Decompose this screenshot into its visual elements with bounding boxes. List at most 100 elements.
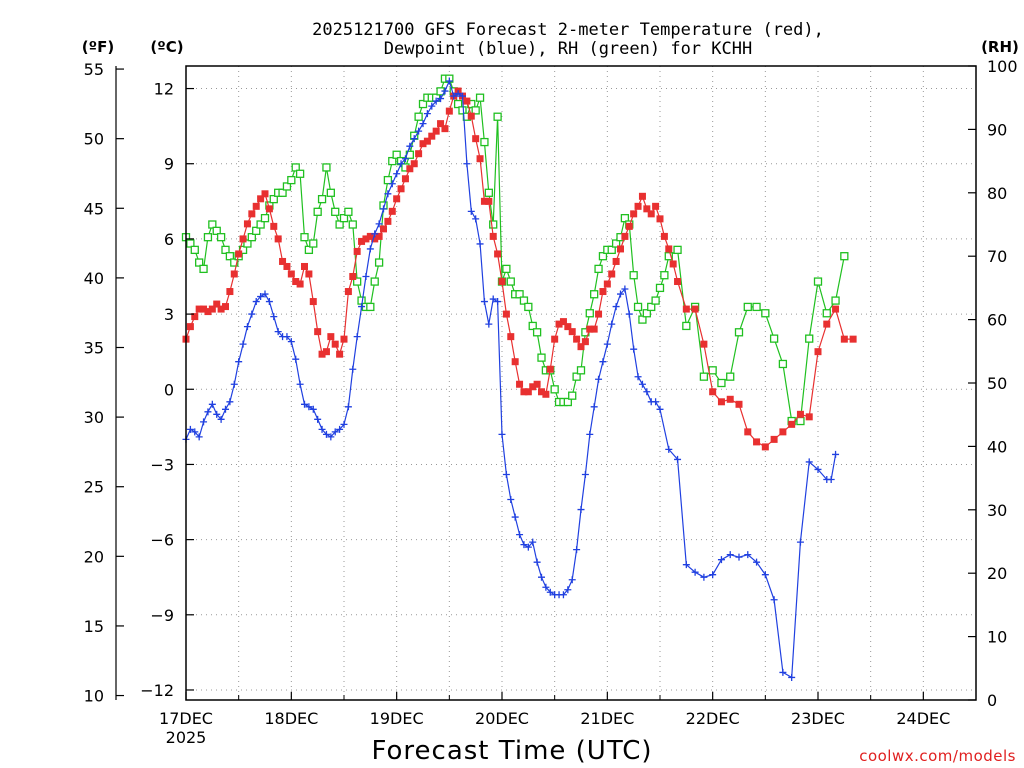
celsius-tick-label: 12	[154, 80, 174, 99]
dewpoint-point	[643, 388, 651, 396]
temperature-point	[621, 232, 629, 240]
temperature-point	[437, 120, 445, 128]
chart-title-line-1: 2025121700 GFS Forecast 2-meter Temperat…	[312, 20, 824, 40]
dewpoint-point	[314, 415, 322, 423]
temperature-point	[349, 272, 357, 280]
temperature-point	[296, 280, 304, 288]
rh-point	[493, 112, 502, 121]
dewpoint-point	[401, 155, 409, 163]
rh-point	[515, 290, 524, 299]
rh-point	[682, 321, 691, 331]
temperature-point	[590, 325, 598, 333]
temperature-point	[384, 217, 392, 225]
temperature-point	[656, 215, 664, 223]
temperature-point	[568, 328, 576, 336]
rh-point	[304, 245, 314, 255]
rh-point	[348, 220, 357, 229]
rh-point	[743, 302, 752, 312]
temperature-point	[375, 232, 383, 240]
temperature-point	[546, 365, 554, 373]
dewpoint-point	[529, 538, 537, 546]
dewpoint-point	[770, 596, 778, 604]
celsius-tick-label: −3	[150, 455, 174, 474]
rh-point	[322, 163, 331, 172]
rh-point	[230, 258, 239, 267]
rh-point	[190, 245, 199, 255]
rh-point	[532, 328, 542, 337]
dewpoint-point	[796, 538, 804, 546]
dewpoint-point	[270, 313, 278, 321]
dewpoint-point	[235, 358, 243, 366]
rh-point	[418, 99, 428, 109]
temperature-point	[564, 323, 572, 331]
fahrenheit-tick-label: 10	[84, 687, 104, 706]
dewpoint-point	[217, 415, 225, 423]
rh-point	[353, 277, 362, 286]
dewpoint-point	[445, 77, 453, 85]
dewpoint-point	[709, 571, 717, 579]
temperature-point	[520, 388, 528, 396]
dewpoint-point	[599, 358, 607, 366]
rh-point	[796, 416, 805, 426]
dewpoint-point	[331, 428, 339, 436]
x-tick-sublabel: 2025	[166, 728, 207, 747]
rh-point	[335, 220, 344, 229]
dewpoint-point	[388, 180, 396, 188]
rh-tick-label: 60	[987, 311, 1007, 330]
temperature-point	[617, 245, 624, 253]
temperature-point	[195, 305, 203, 313]
dewpoint-point	[573, 546, 581, 554]
dewpoint-point	[292, 355, 300, 363]
dewpoint-point	[511, 513, 519, 521]
temperature-point	[257, 195, 265, 203]
dewpoint-point	[204, 408, 212, 416]
temperature-point	[691, 305, 699, 313]
rh-point	[590, 290, 599, 299]
dewpoint-point	[327, 433, 335, 441]
rh-point	[269, 194, 278, 204]
temperature-point	[362, 235, 370, 243]
temperature-point	[840, 335, 848, 343]
temperature-point	[217, 305, 225, 313]
temperature-point	[274, 235, 282, 243]
temperature-point	[397, 185, 405, 193]
rh-point	[528, 321, 537, 331]
dewpoint-point	[467, 207, 475, 215]
rh-point	[374, 258, 384, 267]
temperature-point	[441, 125, 449, 133]
dewpoint-point	[753, 558, 761, 566]
temperature-point	[529, 383, 537, 391]
dewpoint-point	[208, 400, 216, 408]
dewpoint-point	[634, 373, 642, 381]
temperature-point	[222, 303, 229, 311]
dewpoint-point	[735, 553, 743, 561]
dewpoint-point	[397, 160, 405, 168]
temperature-point	[682, 305, 690, 313]
temperature-point	[638, 192, 646, 200]
rh-point	[633, 302, 643, 312]
rh-tick-label: 40	[987, 437, 1007, 456]
rh-point	[317, 194, 327, 204]
x-tick-label: 22DEC	[686, 709, 740, 728]
rh-tick-label: 50	[987, 374, 1007, 393]
celsius-tick-label: −12	[140, 681, 174, 700]
dewpoint-point	[441, 87, 449, 95]
dewpoint-point	[415, 127, 423, 135]
temperature-point	[669, 260, 677, 268]
temperature-point	[283, 262, 291, 270]
temperature-point	[200, 305, 208, 313]
temperature-point	[270, 222, 278, 230]
rh-point	[629, 271, 638, 280]
dewpoint-point	[814, 465, 822, 473]
temperature-point	[502, 310, 510, 318]
rh-point	[594, 264, 603, 274]
rh-point	[708, 366, 717, 375]
temperature-point	[538, 388, 545, 396]
dewpoint-point	[195, 433, 203, 441]
temperature-point	[533, 380, 541, 388]
dewpoint-point	[283, 333, 291, 341]
fahrenheit-axis-label: (ºF)	[82, 38, 114, 56]
temperature-point	[586, 325, 594, 333]
series-2-meter-temperature	[182, 87, 857, 451]
fahrenheit-tick-label: 45	[84, 199, 104, 218]
